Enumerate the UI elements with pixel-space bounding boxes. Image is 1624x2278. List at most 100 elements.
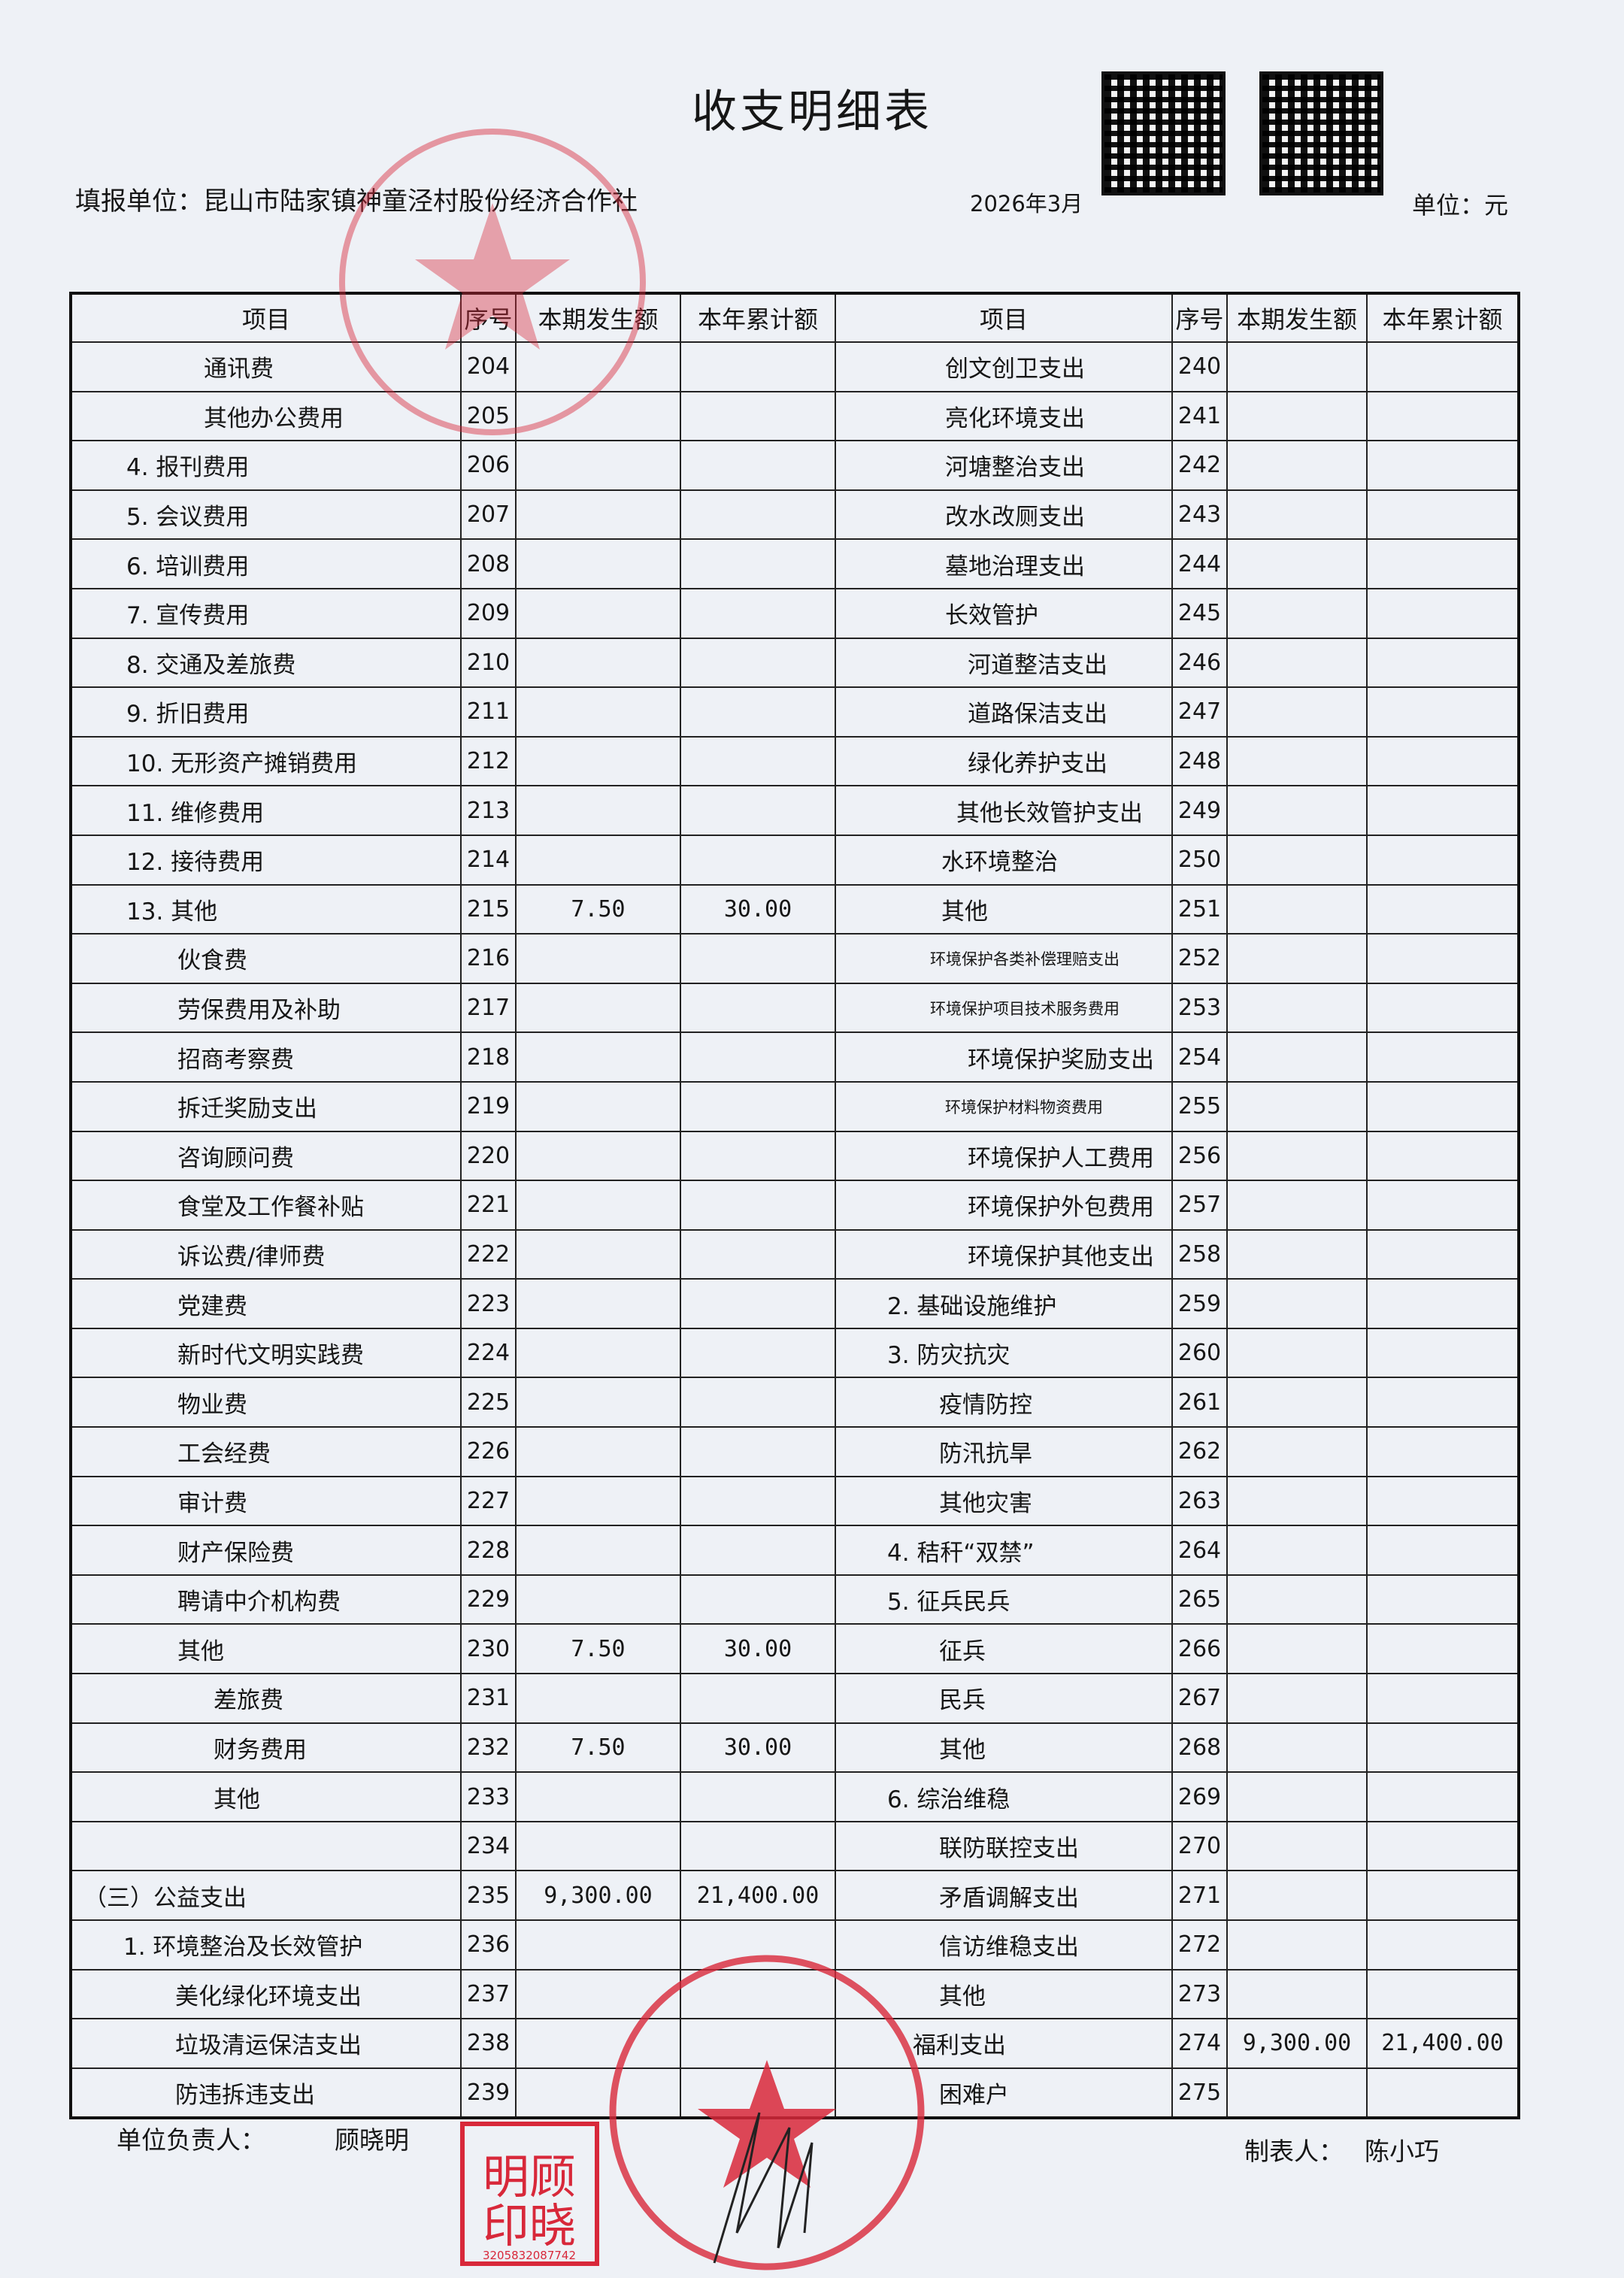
item-name: 5. 征兵民兵: [835, 1574, 1173, 1625]
row-number: 273: [1171, 1968, 1228, 2020]
ytd-amount: [680, 1080, 836, 1132]
row-number: 213: [460, 785, 517, 836]
current-amount: [1226, 1574, 1368, 1625]
item-name: （三）公益支出: [70, 1870, 462, 1921]
qr-code-icon: [1259, 71, 1383, 195]
item-name: 物业费: [70, 1377, 462, 1428]
row-number: 271: [1171, 1870, 1228, 1921]
ytd-amount: [1366, 1870, 1519, 1921]
current-amount: [515, 1228, 681, 1280]
ytd-amount: [680, 1574, 836, 1625]
row-number: 235: [460, 1870, 517, 1921]
table-row: 12. 接待费用 214 水环境整治 250: [70, 834, 1519, 886]
ytd-amount: [1366, 1278, 1519, 1329]
table-row: 8. 交通及差旅费 210 河道整洁支出 246: [70, 637, 1519, 689]
row-number: 214: [460, 834, 517, 886]
item-name: 9. 折旧费用: [70, 686, 462, 738]
row-number: 207: [460, 489, 517, 541]
ytd-amount: [1366, 1475, 1519, 1527]
svg-text:3205832087742: 3205832087742: [483, 2249, 576, 2262]
ytd-amount: [1366, 834, 1519, 886]
row-number: 222: [460, 1228, 517, 1280]
current-amount: 7.50: [515, 883, 681, 935]
item-name: 改水改厕支出: [835, 489, 1173, 541]
table-row: 党建费 223 2. 基础设施维护 259: [70, 1278, 1519, 1329]
item-name: 垃圾清运保洁支出: [70, 2018, 462, 2069]
currency-unit: 单位：元: [1412, 191, 1509, 220]
row-number: 261: [1171, 1377, 1228, 1428]
item-name: 审计费: [70, 1475, 462, 1527]
row-number: 252: [1171, 933, 1228, 984]
row-number: 248: [1171, 735, 1228, 787]
current-amount: 9,300.00: [1226, 2018, 1368, 2069]
ytd-amount: 30.00: [680, 1722, 836, 1774]
current-amount: [515, 1919, 681, 1971]
item-name: 其他: [835, 1968, 1173, 2020]
item-name: 道路保洁支出: [835, 686, 1173, 738]
current-amount: [1226, 1180, 1368, 1231]
current-amount: [515, 1771, 681, 1822]
ytd-amount: [1366, 1031, 1519, 1083]
current-amount: [515, 1080, 681, 1132]
ytd-amount: [680, 785, 836, 836]
row-number: 212: [460, 735, 517, 787]
col-header: 本年累计额: [1366, 292, 1519, 343]
item-name: 河道整洁支出: [835, 637, 1173, 689]
col-header: 序号: [460, 292, 517, 343]
row-number: 225: [460, 1377, 517, 1428]
current-amount: [515, 2067, 681, 2119]
ytd-amount: [680, 489, 836, 541]
item-name: 联防联控支出: [835, 1820, 1173, 1872]
row-number: 217: [460, 982, 517, 1034]
cooperative-seal: [339, 129, 646, 435]
current-amount: [515, 440, 681, 491]
row-number: 249: [1171, 785, 1228, 836]
ytd-amount: [680, 1031, 836, 1083]
ledger-table: 项目 序号 本期发生额 本年累计额 项目 序号 本期发生额 本年累计额 通讯费 2…: [69, 292, 1520, 2120]
ytd-amount: [1366, 1968, 1519, 2020]
row-number: 231: [460, 1673, 517, 1724]
current-amount: [515, 1820, 681, 1872]
row-number: 210: [460, 637, 517, 689]
current-amount: 7.50: [515, 1623, 681, 1675]
ytd-amount: [1366, 1228, 1519, 1280]
item-name: 6. 综治维稳: [835, 1771, 1173, 1822]
row-number: 226: [460, 1426, 517, 1477]
current-amount: [1226, 1080, 1368, 1132]
item-name: 工会经费: [70, 1426, 462, 1477]
current-amount: [1226, 1278, 1368, 1329]
row-number: 223: [460, 1278, 517, 1329]
current-amount: [1226, 883, 1368, 935]
ytd-amount: [1366, 440, 1519, 491]
table-row: 差旅费 231 民兵 267: [70, 1673, 1519, 1724]
current-amount: [1226, 1673, 1368, 1724]
current-amount: [1226, 1327, 1368, 1379]
item-name: 聘请中介机构费: [70, 1574, 462, 1625]
item-name: 12. 接待费用: [70, 834, 462, 886]
item-name: 矛盾调解支出: [835, 1870, 1173, 1921]
item-name: 财产保险费: [70, 1525, 462, 1576]
svg-text:明顾: 明顾: [483, 2149, 576, 2204]
item-name: 环境保护人工费用: [835, 1130, 1173, 1182]
current-amount: [1226, 834, 1368, 886]
item-name: 绿化养护支出: [835, 735, 1173, 787]
item-name: 诉讼费/律师费: [70, 1228, 462, 1280]
row-number: 267: [1171, 1673, 1228, 1724]
ytd-amount: [1366, 1130, 1519, 1182]
table-row: 诉讼费/律师费 222 环境保护其他支出 258: [70, 1228, 1519, 1280]
ytd-amount: [1366, 883, 1519, 935]
item-name: 4. 秸秆“双禁”: [835, 1525, 1173, 1576]
current-amount: [1226, 1525, 1368, 1576]
current-amount: [1226, 735, 1368, 787]
current-amount: [515, 735, 681, 787]
row-number: 209: [460, 587, 517, 639]
current-amount: [515, 587, 681, 639]
ytd-amount: [680, 834, 836, 886]
row-number: 257: [1171, 1180, 1228, 1231]
item-name: 环境保护材料物资费用: [835, 1080, 1173, 1132]
table-row: 通讯费 204 创文创卫支出 240: [70, 341, 1519, 392]
ytd-amount: [1366, 1820, 1519, 1872]
item-name: 疫情防控: [835, 1377, 1173, 1428]
item-name: 民兵: [835, 1673, 1173, 1724]
item-name: 7. 宣传费用: [70, 587, 462, 639]
